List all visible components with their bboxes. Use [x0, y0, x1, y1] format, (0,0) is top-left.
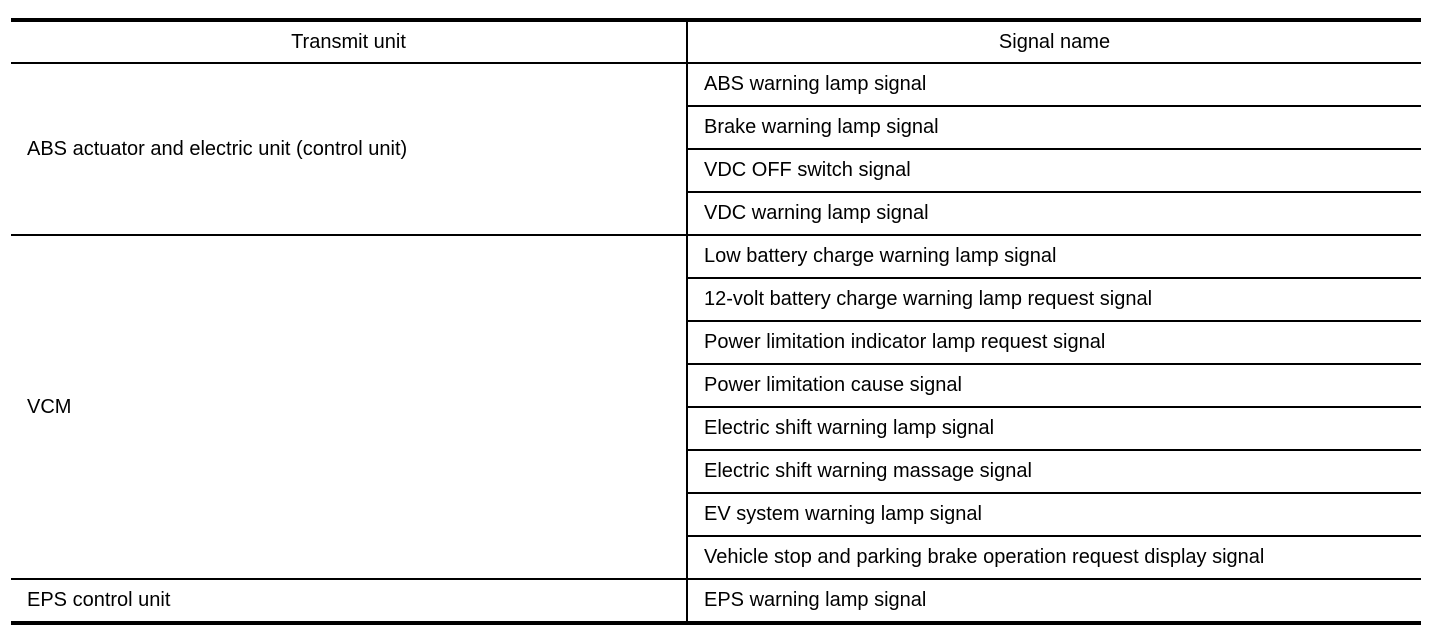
transmit-unit-cell: ABS actuator and electric unit (control …: [11, 62, 687, 235]
signal-name-cell: Electric shift warning lamp signal: [686, 406, 1421, 450]
table-row: Electric shift warning massage signal: [11, 449, 1421, 493]
signal-name-cell: EPS warning lamp signal: [686, 578, 1421, 623]
table-row: Power limitation indicator lamp request …: [11, 320, 1421, 364]
table-row: VDC warning lamp signal: [11, 191, 1421, 235]
transmit-unit-cell: EPS control unit: [11, 578, 687, 623]
signal-name-cell: Low battery charge warning lamp signal: [686, 234, 1421, 278]
header-row: Transmit unit Signal name: [11, 20, 1421, 64]
signal-name-cell: ABS warning lamp signal: [686, 62, 1421, 106]
signal-name-cell: 12-volt battery charge warning lamp requ…: [686, 277, 1421, 321]
header-transmit-unit: Transmit unit: [11, 20, 687, 64]
table-row: Vehicle stop and parking brake operation…: [11, 535, 1421, 579]
signal-name-cell: EV system warning lamp signal: [686, 492, 1421, 536]
header-signal-name: Signal name: [686, 20, 1421, 64]
signal-name-cell: Power limitation indicator lamp request …: [686, 320, 1421, 364]
signal-name-cell: Vehicle stop and parking brake operation…: [686, 535, 1421, 579]
table-row: Brake warning lamp signal: [11, 105, 1421, 149]
table-row: EV system warning lamp signal: [11, 492, 1421, 536]
signal-name-cell: VDC OFF switch signal: [686, 148, 1421, 192]
table-row: VCM Low battery charge warning lamp signa…: [11, 234, 1421, 579]
table-row: Power limitation cause signal: [11, 363, 1421, 407]
signal-name-cell: VDC warning lamp signal: [686, 191, 1421, 235]
table-row: Electric shift warning lamp signal: [11, 406, 1421, 450]
signal-name-cell: Power limitation cause signal: [686, 363, 1421, 407]
table-row: 12-volt battery charge warning lamp requ…: [11, 277, 1421, 321]
signal-table: Transmit unit Signal name ABS actuator a…: [11, 18, 1421, 625]
table-row: VDC OFF switch signal: [11, 148, 1421, 192]
table-row: ABS actuator and electric unit (control …: [11, 62, 1421, 235]
table-row: EPS control unit EPS warning lamp signal: [11, 578, 1421, 623]
signal-name-cell: Electric shift warning massage signal: [686, 449, 1421, 493]
signal-name-cell: Brake warning lamp signal: [686, 105, 1421, 149]
transmit-unit-cell: VCM: [11, 234, 687, 579]
